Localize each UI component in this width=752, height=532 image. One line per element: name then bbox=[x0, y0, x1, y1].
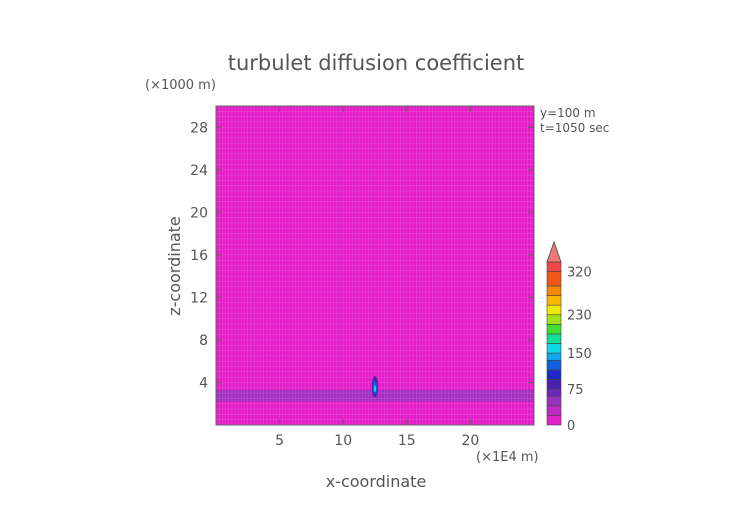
x-tick-label: 20 bbox=[461, 433, 479, 449]
plot-frame bbox=[215, 105, 535, 426]
y-axis-ticks: 4 8 12 16 20 24 28 bbox=[190, 120, 534, 391]
colorbar: 0 75 150 230 320 bbox=[546, 240, 592, 434]
plot-area bbox=[215, 105, 535, 426]
colorbar-segment bbox=[546, 405, 562, 416]
colorbar-segment bbox=[546, 388, 562, 397]
x-unit-label: (×1E4 m) bbox=[476, 450, 539, 465]
colorbar-segment bbox=[546, 352, 562, 361]
field-background bbox=[216, 106, 534, 425]
y-tick-label: 20 bbox=[190, 205, 208, 221]
y-tick-label: 16 bbox=[190, 248, 208, 264]
colorbar-segment bbox=[546, 261, 562, 272]
colorbar-segment bbox=[546, 324, 562, 335]
colorbar-segment bbox=[546, 379, 562, 390]
colorbar-extend-triangle bbox=[546, 240, 562, 263]
y-tick-label: 4 bbox=[199, 375, 208, 391]
colorbar-segment bbox=[546, 333, 562, 344]
x-axis-ticks: 5 10 15 20 bbox=[275, 106, 479, 449]
colorbar-segment bbox=[546, 295, 562, 306]
colorbar-segment bbox=[546, 395, 562, 407]
colorbar-label: 0 bbox=[567, 419, 575, 434]
colorbar-label: 320 bbox=[567, 266, 592, 281]
y-tick-label: 28 bbox=[190, 120, 208, 136]
colorbar-segment bbox=[546, 343, 562, 354]
y-tick-label: 8 bbox=[199, 333, 208, 349]
colorbar-label: 230 bbox=[567, 309, 592, 324]
colorbar-segment bbox=[546, 285, 562, 296]
x-tick-label: 5 bbox=[275, 433, 284, 449]
y-tick-label: 12 bbox=[190, 290, 208, 306]
colorbar-label: 75 bbox=[567, 383, 584, 398]
plume-core bbox=[373, 385, 377, 393]
info-line-1: y=100 m bbox=[540, 106, 596, 120]
x-tick-label: 15 bbox=[398, 433, 416, 449]
colorbar-segment bbox=[546, 304, 562, 316]
colorbar-segment bbox=[546, 369, 562, 380]
colorbar-segment bbox=[546, 415, 562, 426]
colorbar-segment bbox=[546, 359, 562, 371]
y-axis-label: z-coordinate bbox=[165, 216, 184, 316]
x-axis-label: x-coordinate bbox=[326, 472, 427, 491]
chart-title: turbulet diffusion coefficient bbox=[228, 51, 525, 75]
colorbar-segment bbox=[546, 271, 562, 287]
x-tick-label: 10 bbox=[334, 433, 352, 449]
mesh-grid bbox=[216, 106, 534, 425]
colorbar-segment bbox=[546, 314, 562, 325]
info-line-2: t=1050 sec bbox=[540, 121, 609, 135]
y-tick-label: 24 bbox=[190, 163, 208, 179]
y-unit-label: (×1000 m) bbox=[145, 78, 216, 93]
colorbar-label: 150 bbox=[567, 347, 592, 362]
